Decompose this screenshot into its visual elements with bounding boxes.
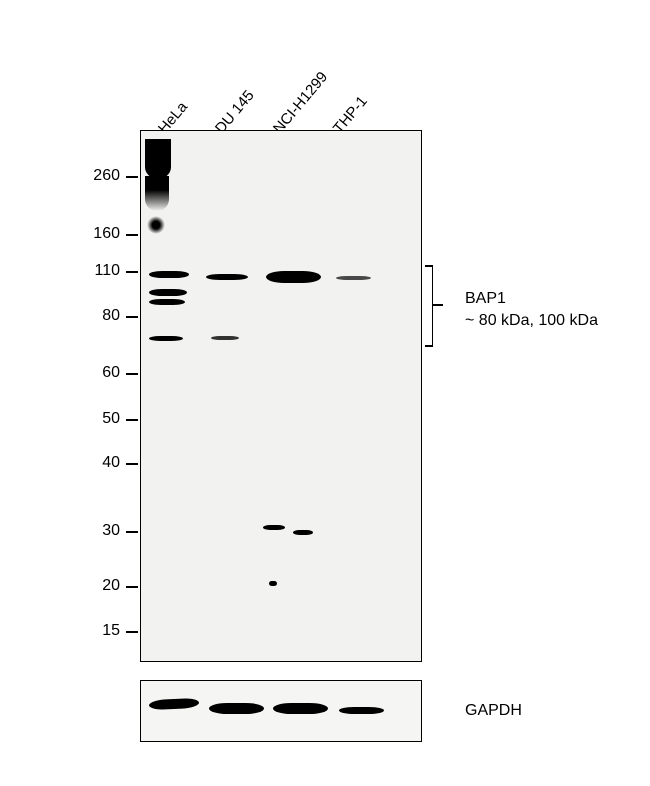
bracket-cap [425, 265, 433, 267]
band [269, 581, 277, 586]
mw-15: 15 [80, 622, 120, 640]
band [293, 530, 313, 535]
ladder-smear [145, 139, 171, 179]
band [336, 276, 371, 280]
mw-160: 160 [80, 225, 120, 243]
lane-label-ncih1299: NCI-H1299 [270, 69, 331, 137]
band [149, 299, 185, 305]
mw-80: 80 [80, 307, 120, 325]
mw-260: 260 [80, 167, 120, 185]
tick [126, 271, 138, 273]
gapdh-band [339, 707, 384, 714]
tick [126, 463, 138, 465]
loading-blot [140, 680, 422, 742]
band [149, 336, 183, 341]
mw-20: 20 [80, 577, 120, 595]
bracket-cap [425, 345, 433, 347]
mw-60: 60 [80, 364, 120, 382]
mw-40: 40 [80, 454, 120, 472]
tick [126, 531, 138, 533]
band [211, 336, 239, 340]
mw-110: 110 [80, 262, 120, 280]
loading-label: GAPDH [465, 702, 522, 720]
band [266, 271, 321, 283]
tick [126, 631, 138, 633]
target-label: BAP1 [465, 290, 506, 308]
main-blot [140, 130, 422, 662]
mw-observed-label: ~ 80 kDa, 100 kDa [465, 312, 598, 330]
ladder-dot [147, 216, 165, 234]
mw-50: 50 [80, 410, 120, 428]
gapdh-band [209, 703, 264, 714]
gapdh-band [273, 703, 328, 714]
tick [126, 373, 138, 375]
band [263, 525, 285, 530]
band [149, 289, 187, 296]
band [206, 274, 248, 280]
blot-figure: HeLa DU 145 NCI-H1299 THP-1 260 160 110 … [0, 0, 650, 786]
tick [126, 316, 138, 318]
band [149, 271, 189, 278]
mw-30: 30 [80, 522, 120, 540]
tick [126, 176, 138, 178]
ladder-smear-2 [145, 176, 169, 211]
tick [126, 419, 138, 421]
bracket-point [433, 304, 443, 306]
tick [126, 234, 138, 236]
gapdh-band [149, 698, 199, 711]
tick [126, 586, 138, 588]
